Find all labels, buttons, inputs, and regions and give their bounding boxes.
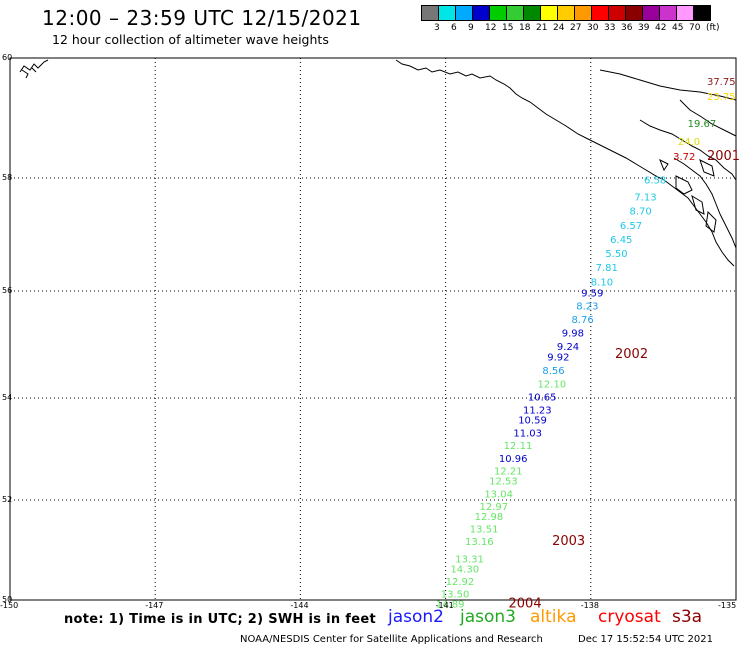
longitude-label: -150 <box>0 601 19 610</box>
wave-height-label: 19.67 <box>688 119 717 130</box>
pass-number-label: 2003 <box>552 534 585 549</box>
latitude-label: 56 <box>2 286 13 295</box>
wave-height-label: 13.16 <box>465 537 494 548</box>
credit-timestamp: Dec 17 15:52:54 UTC 2021 <box>578 634 713 645</box>
latitude-label: 60 <box>2 53 13 62</box>
scale-label: 36 <box>621 23 633 33</box>
longitude-label: -144 <box>290 601 309 610</box>
wave-height-label: 12.97 <box>479 502 508 513</box>
wave-height-label: 13.04 <box>484 489 513 500</box>
footer-note: note: 1) Time is in UTC; 2) SWH is in fe… <box>64 612 376 627</box>
wave-height-label: 6.45 <box>610 235 632 246</box>
wave-height-labels: 37.75 23.75 19.67 24.0 3.72 6.58 7.13 8.70 6.57 6… <box>436 77 736 611</box>
scale-label: 27 <box>570 23 582 33</box>
scale-swatch <box>693 5 711 21</box>
pass-number-label: 2001 <box>707 149 740 164</box>
legend-item-jason2: jason2 <box>388 607 444 627</box>
wave-height-label: 23.75 <box>707 92 736 103</box>
scale-label: 33 <box>604 23 616 33</box>
wave-height-label: 8.56 <box>542 366 564 377</box>
wave-height-label: 10.59 <box>518 416 547 427</box>
wave-height-label: 9.59 <box>581 288 603 299</box>
wave-height-label: 9.92 <box>547 353 569 364</box>
latitude-label: 54 <box>2 393 13 402</box>
wave-height-label: 9.24 <box>557 342 579 353</box>
coastline-southeast <box>639 119 737 267</box>
latitude-label: 52 <box>2 495 13 504</box>
coastline-gulf-north <box>395 59 665 181</box>
wave-height-label: 6.58 <box>644 176 666 187</box>
latitude-label: 58 <box>2 173 13 182</box>
scale-label: 12 <box>485 23 497 33</box>
coastline-alaska <box>19 59 737 267</box>
wave-height-label: 12.92 <box>446 577 475 588</box>
longitude-label: -138 <box>580 601 599 610</box>
pass-labels: 2001 2002 2003 2004 <box>509 149 740 612</box>
wave-height-label: 13.50 <box>441 590 470 601</box>
wave-height-label: 6.57 <box>620 221 642 232</box>
lat-lon-grid <box>10 58 736 600</box>
scale-label: 45 <box>672 23 684 33</box>
wave-height-label: 11.03 <box>513 428 542 439</box>
scale-label: (ft) <box>706 23 720 33</box>
coastline-kenai <box>19 59 49 79</box>
scale-label: 15 <box>502 23 514 33</box>
wave-height-label: 13.51 <box>470 525 499 536</box>
scale-label: 70 <box>689 23 701 33</box>
longitude-label: -135 <box>718 601 737 610</box>
wave-height-label: 7.81 <box>596 263 618 274</box>
wave-height-label: 8.76 <box>571 315 593 326</box>
coastline-mountains <box>599 69 737 137</box>
color-scale: 3 6 9 12 15 18 21 24 27 30 33 36 39 42 45 70 (ft) <box>421 5 720 33</box>
wave-height-label: 14.30 <box>450 565 479 576</box>
scale-label: 39 <box>638 23 650 33</box>
scale-label: 24 <box>553 23 565 33</box>
page-title: 12:00 – 23:59 UTC 12/15/2021 <box>42 6 362 30</box>
color-scale-labels: 3 6 9 12 15 18 21 24 27 30 33 36 39 42 45 70 (ft) <box>422 23 740 37</box>
scale-label: 30 <box>587 23 599 33</box>
wave-height-label: 14.89 <box>436 600 465 611</box>
wave-height-label: 10.96 <box>499 454 528 465</box>
wave-height-label: 5.50 <box>605 249 627 260</box>
pass-number-label: 2004 <box>509 597 542 612</box>
map-frame <box>9 57 737 601</box>
wave-height-label: 12.53 <box>489 477 518 488</box>
legend-item-altika: altika <box>530 607 577 627</box>
wave-height-label: 12.11 <box>504 441 533 452</box>
wave-height-label: 10.65 <box>528 393 557 404</box>
legend-item-s3a: s3a <box>672 607 703 627</box>
coastline-islands <box>659 158 717 233</box>
longitude-label: -141 <box>435 601 454 610</box>
wave-height-label: 12.10 <box>538 379 567 390</box>
wave-height-label: 11.23 <box>523 405 552 416</box>
scale-label: 3 <box>434 23 440 33</box>
scale-label: 6 <box>451 23 457 33</box>
wave-height-label: 24.0 <box>678 137 700 148</box>
scale-label: 9 <box>468 23 474 33</box>
wave-height-label: 37.75 <box>707 77 736 88</box>
scale-label: 42 <box>655 23 667 33</box>
wave-height-label: 7.13 <box>634 193 656 204</box>
longitude-label: -147 <box>145 601 164 610</box>
legend-item-jason3: jason3 <box>460 607 516 627</box>
wave-height-label: 8.23 <box>576 302 598 313</box>
wave-height-label: 8.10 <box>591 277 613 288</box>
wave-height-label: 12.21 <box>494 467 523 478</box>
color-scale-swatches <box>421 5 711 21</box>
pass-number-label: 2002 <box>615 347 648 362</box>
scale-label: 21 <box>536 23 548 33</box>
latitude-label: 50 <box>2 595 13 604</box>
wave-height-label: 12.98 <box>475 512 504 523</box>
scale-label: 18 <box>519 23 531 33</box>
wave-height-label: 3.72 <box>673 152 695 163</box>
credit-agency: NOAA/NESDIS Center for Satellite Applica… <box>240 634 543 645</box>
wave-height-label: 13.31 <box>455 555 484 566</box>
legend-item-cryosat: cryosat <box>598 607 661 627</box>
wave-height-label: 8.70 <box>630 207 652 218</box>
page-subtitle: 12 hour collection of altimeter wave hei… <box>52 32 329 47</box>
wave-height-label: 9.98 <box>562 328 584 339</box>
